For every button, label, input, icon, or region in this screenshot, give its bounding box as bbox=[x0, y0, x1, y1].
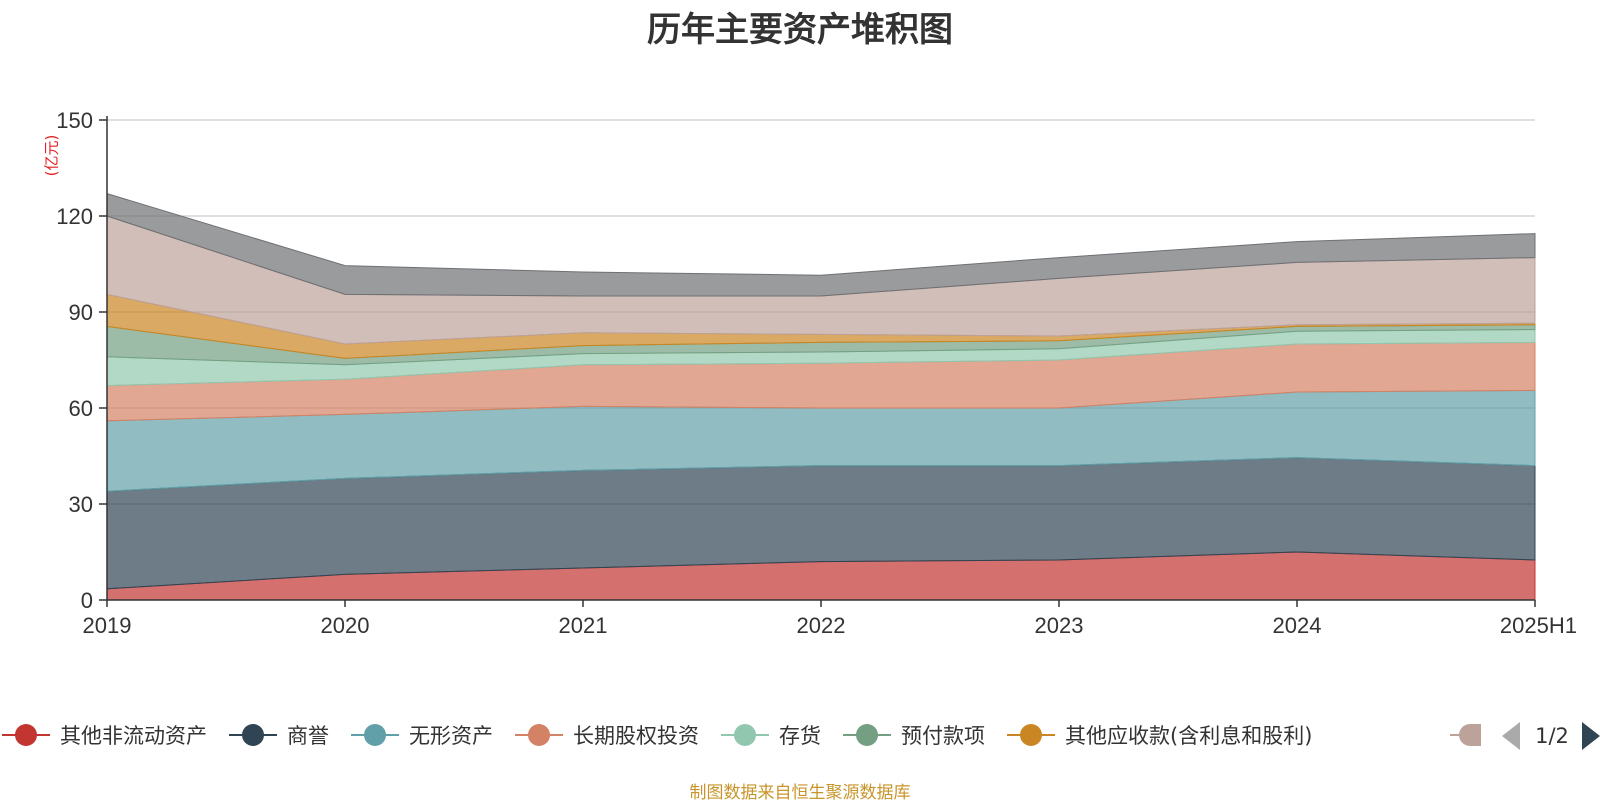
series-area-8 bbox=[106, 192, 1536, 297]
legend-marker bbox=[734, 724, 756, 746]
legend-label: 存货 bbox=[779, 724, 821, 748]
legend-marker bbox=[364, 724, 386, 746]
legend-label: 商誉 bbox=[287, 724, 329, 748]
legend-label: 无形资产 bbox=[409, 724, 493, 748]
x-tick-label: 2025H1 bbox=[1500, 613, 1577, 638]
y-tick-label: 90 bbox=[69, 300, 93, 325]
legend-item-7[interactable] bbox=[1450, 724, 1481, 746]
legend-label: 预付款项 bbox=[901, 724, 985, 748]
legend-label: 长期股权投资 bbox=[573, 724, 699, 748]
source-note: 制图数据来自恒生聚源数据库 bbox=[689, 783, 911, 803]
legend-marker bbox=[1459, 724, 1481, 746]
legend-marker bbox=[528, 724, 550, 746]
chart-title: 历年主要资产堆积图 bbox=[647, 10, 953, 50]
y-tick-label: 120 bbox=[56, 204, 93, 229]
x-tick-label: 2020 bbox=[321, 613, 370, 638]
legend-item-0[interactable]: 其他非流动资产 bbox=[2, 724, 207, 748]
legend-item-3[interactable]: 长期股权投资 bbox=[515, 724, 699, 748]
legend-page-indicator: 1/2 bbox=[1535, 724, 1569, 748]
x-tick-label: 2021 bbox=[559, 613, 608, 638]
legend-item-6[interactable]: 其他应收款(含利息和股利) bbox=[1007, 724, 1312, 748]
legend[interactable]: 其他非流动资产 商誉 无形资产 长期股权投资 存货 预付款项 其他应收款(含利息和股利) 1/… bbox=[2, 722, 1600, 750]
legend-marker bbox=[1020, 724, 1042, 746]
legend-label: 其他应收款(含利息和股利) bbox=[1065, 724, 1312, 748]
legend-marker bbox=[242, 724, 264, 746]
axes: 0 30 60 90 120 150 2019 2020 2021 2022 2023 2024 202… bbox=[56, 108, 1577, 638]
x-tick-label: 2023 bbox=[1035, 613, 1084, 638]
x-tick-label: 2022 bbox=[797, 613, 846, 638]
legend-label: 其他非流动资产 bbox=[60, 724, 207, 748]
y-tick-label: 150 bbox=[56, 108, 93, 133]
legend-item-5[interactable]: 预付款项 bbox=[843, 724, 985, 748]
x-tick-label: 2024 bbox=[1273, 613, 1322, 638]
y-tick-label: 30 bbox=[69, 492, 93, 517]
area-series bbox=[106, 192, 1536, 601]
x-tick-label: 2019 bbox=[83, 613, 132, 638]
legend-next-icon[interactable] bbox=[1582, 722, 1600, 750]
legend-marker bbox=[856, 724, 878, 746]
legend-item-4[interactable]: 存货 bbox=[721, 724, 821, 748]
y-tick-label: 60 bbox=[69, 396, 93, 421]
legend-marker bbox=[15, 724, 37, 746]
y-tick-label: 0 bbox=[81, 588, 93, 613]
legend-item-1[interactable]: 商誉 bbox=[229, 724, 329, 748]
legend-item-2[interactable]: 无形资产 bbox=[351, 724, 493, 748]
legend-prev-icon[interactable] bbox=[1502, 722, 1520, 750]
